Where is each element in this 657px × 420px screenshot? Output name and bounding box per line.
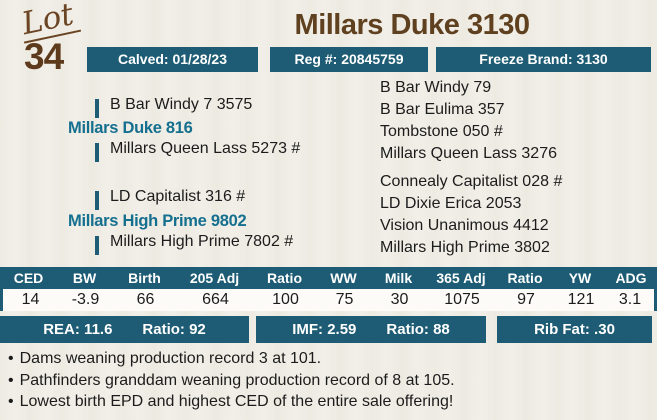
ancestor-name: Millars High Prime 3802	[380, 239, 550, 256]
registration-number-box: Reg #: 20845759	[270, 47, 428, 72]
imf-ratio-value: Ratio: 88	[386, 321, 450, 338]
imf-ratio-box: IMF: 2.59 Ratio: 88	[256, 316, 486, 343]
epd-value-cell: 100	[272, 291, 299, 308]
note-text: Pathfinders granddam weaning production …	[19, 371, 455, 389]
ancestor-name: Connealy Capitalist 028 #	[380, 173, 563, 190]
bullet-marker: •	[8, 393, 14, 410]
freeze-brand-box: Freeze Brand: 3130	[436, 47, 651, 72]
epd-value-cell: 14	[21, 291, 40, 308]
epd-header-cell: Ratio	[507, 270, 543, 286]
rea-value: REA: 11.6	[43, 321, 113, 338]
note-line: • Dams weaning production record 3 at 101…	[8, 348, 455, 370]
epd-value-cell: 66	[136, 291, 155, 308]
note-line: • Lowest birth EPD and highest CED of the…	[8, 391, 455, 413]
pedigree-bracket-bar	[95, 191, 99, 210]
imf-value: IMF: 2.59	[292, 321, 357, 338]
epd-header-cell: CED	[13, 270, 44, 286]
epd-header-cell: WW	[330, 270, 357, 286]
dam-dam-name: Millars High Prime 7802 #	[110, 233, 294, 250]
page-title: Millars Duke 3130	[294, 9, 530, 41]
ancestor-name: Millars Queen Lass 3276	[380, 145, 557, 162]
epd-header-cell: BW	[72, 270, 97, 286]
sire-dam-name: Millars Queen Lass 5273 #	[110, 140, 301, 157]
note-text: Dams weaning production record 3 at 101.	[19, 350, 322, 367]
lot-notes: • Dams weaning production record 3 at 101…	[8, 348, 455, 413]
epd-header-cell: Milk	[384, 270, 413, 286]
rea-ratio-box: REA: 11.6 Ratio: 92	[0, 316, 249, 343]
pedigree-bracket-bar	[95, 143, 99, 162]
rib-fat-box: Rib Fat: .30	[497, 316, 652, 343]
rea-ratio-value: Ratio: 92	[142, 321, 206, 338]
epd-value-cell: 121	[567, 291, 595, 308]
dam-ancestors-column: Connealy Capitalist 028 # LD Dixie Erica…	[380, 171, 562, 259]
epd-table-values-row: 14 -3.9 66 664 100 75 30 1075 97 121 3.1	[0, 289, 657, 311]
sire-name: Millars Duke 816	[68, 119, 193, 137]
epd-value-cell: -3.9	[71, 291, 100, 308]
bullet-marker: •	[8, 371, 14, 389]
sire-sire-name: B Bar Windy 7 3575	[110, 96, 253, 113]
epd-value-cell: 75	[335, 291, 354, 308]
dam-name: Millars High Prime 9802	[68, 212, 247, 230]
epd-header-cell: 365 Adj	[436, 270, 486, 286]
bullet-marker: •	[8, 350, 14, 367]
sire-ancestors-column: B Bar Windy 79 B Bar Eulima 357 Tombston…	[380, 77, 557, 165]
ancestor-name: Tombstone 050 #	[380, 123, 503, 140]
note-text: Lowest birth EPD and highest CED of the …	[19, 393, 454, 410]
note-line: • Pathfinders granddam weaning production…	[8, 370, 455, 392]
epd-value-cell: 1075	[444, 291, 480, 308]
epd-value-cell: 97	[517, 291, 535, 308]
rib-fat-value: Rib Fat: .30	[534, 321, 615, 338]
epd-header-cell: YW	[568, 270, 592, 286]
ancestor-name: B Bar Windy 79	[380, 79, 492, 96]
pedigree-bracket-bar	[95, 99, 99, 118]
epd-header-cell: ADG	[615, 270, 647, 286]
pedigree-bracket-bar	[95, 236, 99, 255]
lot-number: 34	[24, 36, 64, 77]
epd-value-cell: 664	[202, 291, 229, 308]
epd-table-header-row: CED BW Birth 205 Adj Ratio WW Milk 365 A…	[0, 267, 657, 289]
ancestor-name: LD Dixie Erica 2053	[380, 195, 522, 212]
epd-value-cell: 3.1	[618, 291, 642, 308]
calved-date-box: Calved: 01/28/23	[87, 47, 258, 72]
epd-header-cell: Ratio	[267, 270, 302, 286]
epd-header-cell: Birth	[128, 270, 161, 286]
ancestor-name: B Bar Eulima 357	[380, 101, 505, 118]
epd-value-cell: 30	[390, 291, 409, 308]
dam-sire-name: LD Capitalist 316 #	[110, 188, 246, 205]
ancestor-name: Vision Unanimous 4412	[380, 217, 549, 234]
epd-header-cell: 205 Adj	[189, 270, 240, 286]
